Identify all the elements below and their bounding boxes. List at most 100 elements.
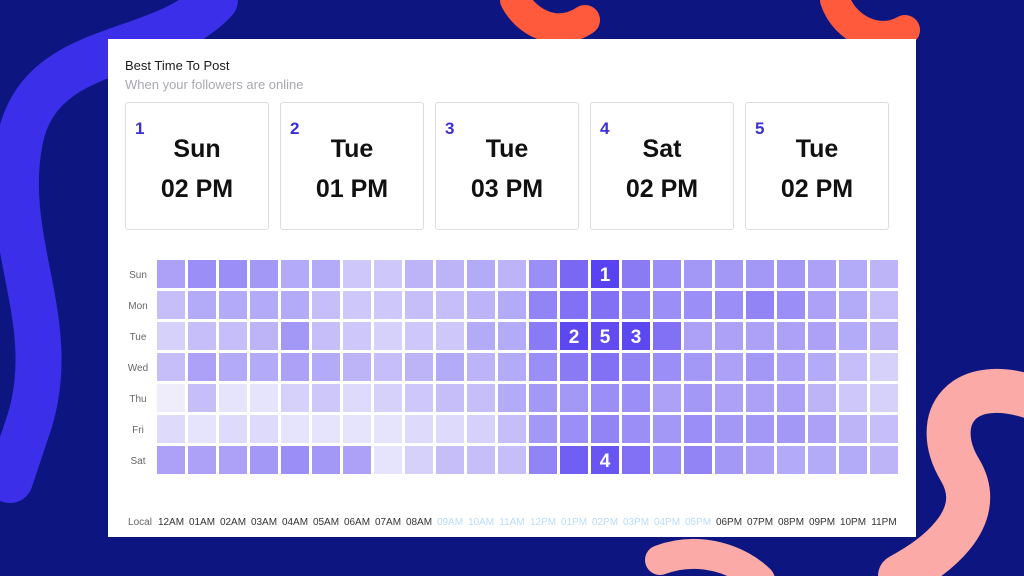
heatmap-cell — [188, 322, 216, 350]
heatmap-cell — [343, 353, 371, 381]
heatmap-cell — [436, 415, 464, 443]
heatmap-cell — [188, 384, 216, 412]
heatmap-cell — [281, 322, 309, 350]
heatmap-cell — [343, 291, 371, 319]
heatmap-cell — [219, 384, 247, 412]
heatmap-cell — [870, 260, 898, 288]
heatmap-cell — [157, 384, 185, 412]
hour-tick-label: 06AM — [344, 517, 370, 528]
best-time-rank: 5 — [755, 119, 765, 138]
heatmap-cell — [870, 291, 898, 319]
heatmap-cell — [715, 446, 743, 474]
heatmap-cell — [219, 322, 247, 350]
hour-tick-label: 08PM — [778, 517, 804, 528]
heatmap-cell — [467, 322, 495, 350]
orange-ribbon-left-shape — [500, 0, 600, 44]
heatmap-cell — [622, 260, 650, 288]
heatmap-cell — [374, 446, 402, 474]
heatmap-cell — [467, 384, 495, 412]
row-label-wed: Wed — [128, 363, 148, 374]
heatmap-cell — [374, 322, 402, 350]
heatmap-cell — [281, 446, 309, 474]
heatmap-cell — [777, 446, 805, 474]
best-time-card: Best Time To Post When your followers ar… — [108, 39, 916, 537]
heatmap-cell — [405, 291, 433, 319]
heatmap-cell — [157, 260, 185, 288]
heatmap-cell — [746, 291, 774, 319]
heatmap-cell — [715, 353, 743, 381]
best-time-box-5: 5 Tue 02 PM — [745, 102, 889, 230]
heatmap-cell — [374, 384, 402, 412]
heatmap-cell — [653, 260, 681, 288]
x-axis-label: Local — [128, 517, 152, 528]
heatmap-cell — [591, 260, 619, 288]
heatmap-cell — [281, 291, 309, 319]
pink-ribbon-shape — [878, 368, 1024, 576]
heatmap-cell — [622, 384, 650, 412]
heatmap-cell — [870, 415, 898, 443]
row-label-thu: Thu — [129, 394, 146, 405]
heatmap-cell — [467, 446, 495, 474]
best-time-rank: 1 — [135, 119, 145, 138]
activity-heatmap: Sun Mon Tue Wed Thu Fri Sat 1 2 5 3 4 Local 12AM 01AM 0… — [128, 260, 898, 528]
heatmap-cell — [312, 353, 340, 381]
heatmap-cell — [684, 260, 712, 288]
heatmap-cell — [746, 260, 774, 288]
heatmap-cell — [157, 353, 185, 381]
heatmap-cell — [715, 384, 743, 412]
hour-tick-label: 04PM — [654, 517, 680, 528]
heatmap-cell — [219, 260, 247, 288]
heatmap-cell — [560, 353, 588, 381]
row-label-sun: Sun — [129, 270, 147, 281]
hour-tick-label: 02AM — [220, 517, 246, 528]
best-time-hour: 02 PM — [780, 175, 854, 203]
heatmap-cell — [560, 291, 588, 319]
heatmap-cell — [808, 446, 836, 474]
best-time-hour: 01 PM — [315, 175, 389, 203]
rank-marker-2: 2 — [569, 327, 580, 348]
heatmap-cell — [467, 353, 495, 381]
heatmap-cell — [653, 291, 681, 319]
heatmap-cell — [622, 291, 650, 319]
heatmap-cell — [188, 291, 216, 319]
heatmap-cell — [529, 322, 557, 350]
heatmap-cell — [622, 353, 650, 381]
heatmap-cell — [715, 260, 743, 288]
heatmap-cell — [808, 260, 836, 288]
heatmap-cell — [746, 322, 774, 350]
heatmap-cell — [529, 446, 557, 474]
heatmap-cell — [343, 415, 371, 443]
heatmap-cell — [777, 415, 805, 443]
best-time-rank: 2 — [290, 119, 300, 138]
heatmap-cell — [653, 415, 681, 443]
heatmap-cell — [436, 260, 464, 288]
hour-tick-label: 11AM — [499, 517, 524, 528]
heatmap-cell — [684, 353, 712, 381]
heatmap-cell — [870, 446, 898, 474]
heatmap-cell — [374, 260, 402, 288]
heatmap-cell — [312, 260, 340, 288]
heatmap-cell — [746, 384, 774, 412]
heatmap-cell — [839, 353, 867, 381]
heatmap-cell — [374, 353, 402, 381]
heatmap-cell — [653, 322, 681, 350]
heatmap-cell — [250, 353, 278, 381]
rank-marker-5: 5 — [600, 327, 611, 348]
row-label-fri: Fri — [132, 425, 144, 436]
heatmap-cell — [498, 353, 526, 381]
heatmap-cell — [343, 322, 371, 350]
heatmap-cell — [808, 384, 836, 412]
pink-ribbon-bottom-shape — [645, 538, 775, 576]
heatmap-cell — [405, 415, 433, 443]
heatmap-cell — [498, 322, 526, 350]
hour-tick-label: 09PM — [809, 517, 835, 528]
heatmap-cell — [405, 260, 433, 288]
heatmap-cell — [343, 446, 371, 474]
hour-tick-label: 01AM — [189, 517, 215, 528]
heatmap-cell — [746, 446, 774, 474]
hour-tick-label: 08AM — [406, 517, 432, 528]
best-time-hour: 02 PM — [625, 175, 699, 203]
heatmap-cell — [281, 260, 309, 288]
heatmap-cell — [188, 353, 216, 381]
heatmap-cell — [870, 384, 898, 412]
